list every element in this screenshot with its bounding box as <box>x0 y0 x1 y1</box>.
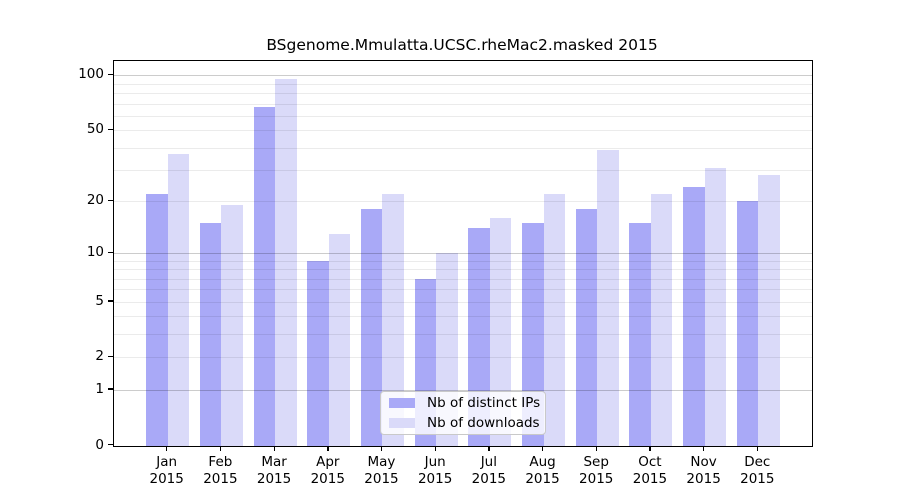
x-axis-tick <box>703 445 705 451</box>
x-axis-tick <box>380 445 383 451</box>
x-tick-label: Nov 2015 <box>686 453 721 487</box>
bar <box>650 194 673 446</box>
legend-label: Nb of distinct IPs <box>427 395 541 411</box>
legend-swatch <box>389 418 415 428</box>
x-tick-label: Dec 2015 <box>740 453 775 487</box>
gridline-minor <box>114 83 812 85</box>
gridline-minor <box>114 103 812 105</box>
x-axis-tick <box>327 445 329 451</box>
bar <box>275 79 297 446</box>
gridline-minor <box>114 115 812 117</box>
y-tick-label: 5 <box>95 292 104 309</box>
x-axis-tick <box>166 445 168 451</box>
y-axis-tick <box>108 300 113 302</box>
bar <box>629 223 651 446</box>
x-axis-tick <box>595 445 598 451</box>
y-axis-tick <box>108 73 113 76</box>
gridline-minor <box>114 93 812 95</box>
x-axis-tick <box>219 445 222 451</box>
bar <box>704 167 727 446</box>
y-axis-tick <box>108 251 113 253</box>
x-axis-tick <box>273 445 275 451</box>
bar <box>360 209 383 446</box>
bar <box>382 194 404 446</box>
x-tick-label: Jul 2015 <box>471 453 507 487</box>
y-tick-label: 20 <box>86 192 104 209</box>
x-tick-label: Aug 2015 <box>525 453 560 487</box>
y-axis-tick <box>108 199 113 202</box>
legend: Nb of distinct IPs Nb of downloads <box>380 391 546 435</box>
bar <box>221 205 243 446</box>
y-tick-label: 2 <box>95 348 104 365</box>
gridline-minor <box>114 130 812 132</box>
y-axis-tick <box>108 444 113 446</box>
legend-item: Nb of downloads <box>381 414 545 432</box>
y-axis-tick <box>108 388 113 390</box>
bar <box>522 223 544 446</box>
bar <box>736 201 759 446</box>
x-axis-tick <box>488 445 490 451</box>
legend-item: Nb of distinct IPs <box>381 394 545 412</box>
y-tick-label: 50 <box>86 121 104 138</box>
x-tick-label: Sep 2015 <box>579 453 614 487</box>
legend-swatch <box>389 398 415 408</box>
bar <box>146 194 168 446</box>
y-tick-label: 100 <box>78 66 104 83</box>
bar <box>758 175 780 446</box>
x-axis-tick <box>649 445 651 451</box>
legend-label: Nb of downloads <box>427 415 540 431</box>
y-axis-tick <box>108 128 113 130</box>
bar <box>489 218 512 446</box>
gridline-major <box>114 75 812 77</box>
x-tick-label: Jun 2015 <box>417 453 453 487</box>
gridline-minor <box>114 147 812 149</box>
x-tick-label: Feb 2015 <box>203 453 238 487</box>
y-tick-label: 10 <box>86 244 104 261</box>
bar <box>253 107 276 446</box>
bar <box>543 194 566 446</box>
y-tick-label: 0 <box>95 436 104 453</box>
x-tick-label: Jan 2015 <box>149 453 184 487</box>
y-axis-tick <box>108 355 113 358</box>
x-tick-label: Apr 2015 <box>310 453 345 487</box>
bar <box>307 260 329 446</box>
bar <box>199 223 222 446</box>
bar <box>575 209 598 446</box>
chart-title: BSgenome.Mmulatta.UCSC.rheMac2.masked 20… <box>266 36 658 54</box>
bar <box>683 187 705 446</box>
x-axis-tick <box>434 445 436 451</box>
plot-area <box>113 59 813 447</box>
bar <box>167 153 190 446</box>
x-axis-tick <box>756 445 759 451</box>
bar <box>597 149 619 446</box>
x-tick-label: May 2015 <box>364 453 399 487</box>
x-tick-label: Mar 2015 <box>256 453 292 487</box>
x-tick-label: Oct 2015 <box>632 453 668 487</box>
x-axis-tick <box>542 445 544 451</box>
bar <box>328 233 351 446</box>
y-tick-label: 1 <box>95 380 104 397</box>
